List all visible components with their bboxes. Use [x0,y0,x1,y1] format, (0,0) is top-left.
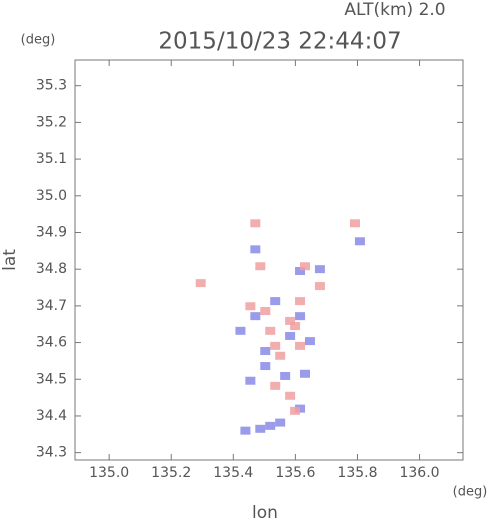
y-tick-label: 34.7 [36,298,67,314]
echo-point [265,421,276,430]
plot-frame [74,59,464,461]
echo-point [295,312,306,321]
x-tick-label: 135.2 [151,465,191,481]
echo-point [235,326,246,335]
echo-point [314,282,325,291]
echo-point [295,341,306,350]
echo-point [295,297,306,306]
y-tick-label: 34.5 [36,371,67,387]
echo-point [260,362,271,371]
echo-point [270,341,281,350]
echo-point [270,297,281,306]
y-tick-label: 34.6 [36,335,67,351]
echo-point [260,347,271,356]
y-tick-label: 34.4 [36,408,67,424]
echo-point [270,381,281,390]
x-tick-label: 135.4 [213,465,253,481]
x-axis-label: lon [252,503,278,521]
x-unit: (deg) [453,485,488,500]
echo-point [195,279,206,288]
x-tick-label: 135.6 [275,465,315,481]
y-tick-label: 34.3 [36,445,67,461]
echo-point [240,426,251,435]
y-tick-label: 34.8 [36,261,67,277]
echo-point [255,262,266,271]
echo-point [285,391,296,400]
echo-point [285,316,296,325]
echo-point [245,302,256,311]
echo-point [349,219,360,228]
echo-point [265,326,276,335]
x-tick-label: 135.8 [337,465,377,481]
altitude-label: ALT(km) 2.0 [344,0,445,20]
echo-point [304,337,315,346]
echo-point [260,307,271,316]
echo-point [354,237,365,246]
echo-point [314,265,325,274]
echo-point [250,312,261,321]
echo-point [250,219,261,228]
echo-point [300,369,311,378]
echo-point [285,331,296,340]
echo-point [275,418,286,427]
echo-point [290,322,301,331]
y-axis-label: lat [0,249,20,271]
echo-point [275,351,286,360]
echo-point [280,371,291,380]
echo-point [295,267,306,276]
chart-title: 2015/10/23 22:44:07 [158,29,401,55]
echo-point [245,376,256,385]
x-tick-label: 135.0 [89,465,129,481]
y-tick-label: 35.0 [36,188,67,204]
y-tick-label: 35.3 [36,78,67,94]
y-unit: (deg) [21,33,56,48]
echo-point [250,245,261,254]
echo-point [300,262,311,271]
x-tick-label: 136.0 [399,465,439,481]
y-tick-label: 35.1 [36,151,67,167]
y-tick-label: 34.9 [36,224,67,240]
echo-point [290,406,301,415]
y-tick-label: 35.2 [36,114,67,130]
echo-point [255,424,266,433]
